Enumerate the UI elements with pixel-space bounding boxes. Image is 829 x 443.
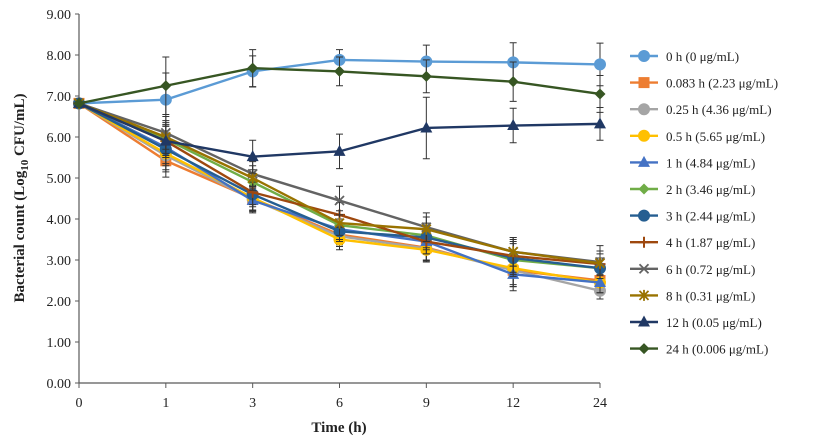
data-point (638, 315, 650, 327)
x-tick-label: 9 (423, 396, 430, 411)
data-point (246, 150, 259, 162)
series-layer (73, 42, 606, 300)
legend-item: 1 h (4.84 μg/mL) (630, 155, 755, 170)
x-tick-label: 6 (336, 396, 343, 411)
legend-item: 0.083 h (2.23 μg/mL) (630, 76, 778, 91)
data-point (594, 58, 606, 71)
data-point (507, 119, 520, 131)
legend-label: 6 h (0.72 μg/mL) (666, 262, 755, 277)
data-point (421, 223, 432, 235)
data-point (638, 77, 650, 89)
data-point (334, 217, 345, 229)
series-11 (73, 49, 606, 115)
y-tick-label: 4.00 (47, 213, 72, 228)
y-axis-title-prefix: Bacterial count (Log (12, 170, 28, 302)
y-tick-label: 9.00 (47, 8, 72, 23)
data-point (638, 236, 650, 248)
data-point (594, 276, 606, 288)
y-tick-labels: 0.00 1.00 2.00 3.00 4.00 5.00 6.00 7.00 8.00 9.00 (47, 8, 79, 392)
y-tick-label: 8.00 (47, 49, 72, 64)
legend-label: 4 h (1.87 μg/mL) (666, 235, 755, 250)
data-point (638, 183, 650, 195)
data-point (333, 144, 346, 156)
legend-item: 6 h (0.72 μg/mL) (630, 262, 755, 277)
x-tick-label: 3 (249, 396, 256, 411)
legend-item: 0.25 h (4.36 μg/mL) (630, 102, 772, 117)
legend-label: 3 h (2.44 μg/mL) (666, 209, 755, 224)
y-tick-label: 5.00 (47, 172, 72, 187)
data-point (247, 172, 258, 184)
legend-label: 0 h (0 μg/mL) (666, 49, 739, 64)
y-tick-label: 1.00 (47, 336, 72, 351)
y-tick-label: 3.00 (47, 254, 72, 269)
data-point (508, 246, 519, 258)
y-axis-title-suffix: CFU/mL) (12, 94, 28, 160)
data-point (594, 117, 606, 129)
x-axis-title: Time (h) (311, 420, 366, 436)
data-point (638, 50, 650, 62)
x-tick-labels: 0 1 3 6 9 12 24 (76, 383, 607, 411)
legend-label: 8 h (0.31 μg/mL) (666, 288, 755, 303)
data-point (638, 209, 650, 222)
legend-item: 24 h (0.006 μg/mL) (630, 342, 768, 357)
data-point (247, 62, 259, 74)
data-point (638, 129, 650, 142)
data-point (638, 103, 650, 116)
data-point (159, 134, 172, 146)
data-point (594, 257, 606, 269)
legend-item: 0 h (0 μg/mL) (630, 49, 739, 64)
y-tick-label: 7.00 (47, 90, 72, 105)
legend-label: 0.5 h (5.65 μg/mL) (666, 129, 765, 144)
data-point (638, 289, 650, 301)
series-10 (73, 96, 606, 174)
x-tick-label: 24 (593, 396, 607, 411)
y-tick-label: 6.00 (47, 131, 72, 146)
y-axis-title: Bacterial count (Log10 CFU/mL) (12, 94, 31, 303)
data-point (507, 76, 519, 88)
data-point (594, 88, 606, 100)
data-point (638, 343, 650, 355)
legend-item: 0.5 h (5.65 μg/mL) (630, 129, 765, 144)
legend-label: 0.083 h (2.23 μg/mL) (666, 76, 778, 91)
legend-item: 12 h (0.05 μg/mL) (630, 315, 762, 330)
legend-item: 4 h (1.87 μg/mL) (630, 235, 755, 250)
x-tick-label: 1 (162, 396, 169, 411)
y-axis-title-subscript: 10 (19, 159, 31, 171)
legend: 0 h (0 μg/mL) 0.083 h (2.23 μg/mL) 0.25 h … (630, 49, 778, 357)
data-point (334, 65, 345, 77)
data-point (420, 121, 433, 133)
legend-label: 2 h (3.46 μg/mL) (666, 182, 755, 197)
legend-item: 3 h (2.44 μg/mL) (630, 209, 755, 224)
data-point (420, 70, 432, 82)
legend-label: 12 h (0.05 μg/mL) (666, 315, 762, 330)
data-point (638, 155, 650, 167)
data-point (638, 263, 650, 274)
legend-item: 2 h (3.46 μg/mL) (630, 182, 755, 197)
data-point (73, 97, 85, 109)
legend-label: 0.25 h (4.36 μg/mL) (666, 102, 772, 117)
legend-label: 24 h (0.006 μg/mL) (666, 342, 768, 357)
data-point (334, 195, 345, 206)
data-point (160, 80, 172, 92)
y-tick-label: 2.00 (47, 295, 72, 310)
y-tick-label: 0.00 (47, 377, 72, 392)
legend-label: 1 h (4.84 μg/mL) (666, 155, 755, 170)
x-tick-label: 0 (76, 396, 83, 411)
x-tick-label: 12 (506, 396, 520, 411)
legend-item: 8 h (0.31 μg/mL) (630, 288, 755, 303)
